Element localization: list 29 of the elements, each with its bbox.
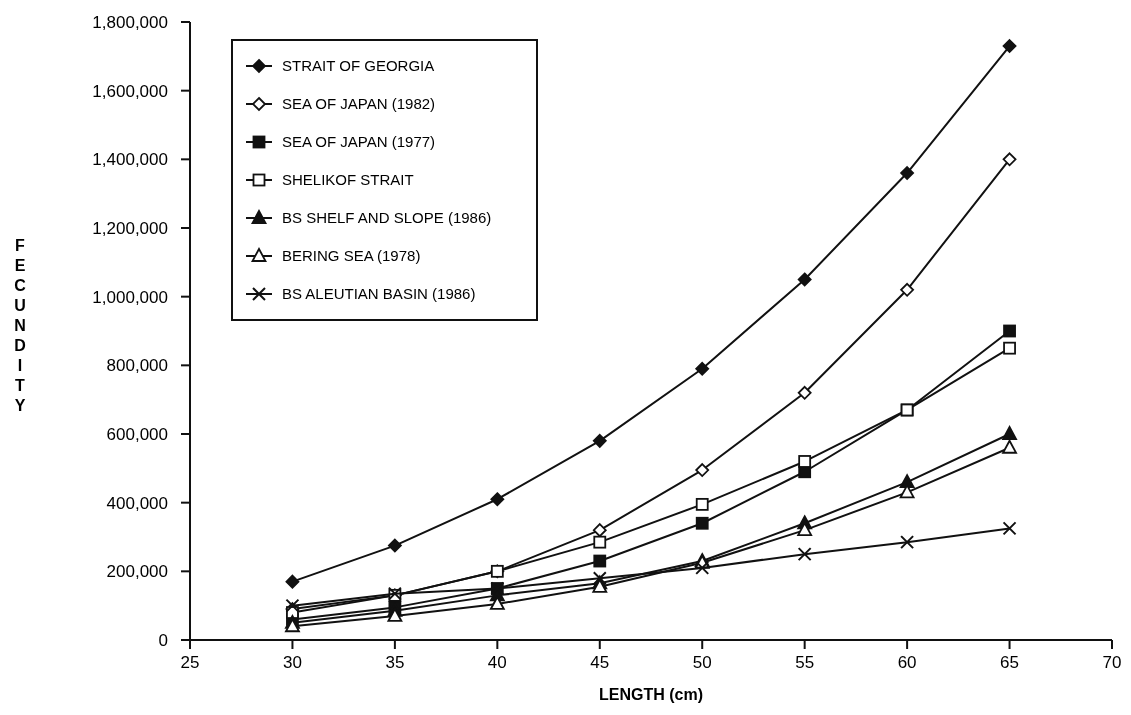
y-tick-label: 1,200,000 (92, 218, 168, 238)
x-tick-label: 60 (897, 653, 917, 672)
x-tick-label: 70 (1102, 653, 1122, 672)
legend-label: SEA OF JAPAN (1982) (282, 95, 436, 113)
y-tick-label: 1,400,000 (92, 150, 168, 170)
y-tick-label: 600,000 (106, 424, 168, 444)
x-tick-label: 30 (282, 653, 302, 672)
x-tick-label: 50 (692, 653, 712, 672)
y-tick-label: 1,600,000 (92, 81, 168, 101)
x-tick-label: 40 (487, 653, 507, 672)
x-tick-label: 65 (1000, 653, 1020, 672)
x-tick-label: 55 (795, 653, 815, 672)
y-tick-label: 1,000,000 (92, 287, 168, 307)
y-tick-label: 200,000 (106, 562, 168, 582)
legend-label: BS SHELF AND SLOPE (1986) (282, 209, 492, 227)
legend-label: SEA OF JAPAN (1977) (282, 133, 436, 151)
y-tick-label: 400,000 (106, 493, 168, 513)
legend-label: BERING SEA (1978) (282, 247, 421, 265)
legend-label: STRAIT OF GEORGIA (282, 57, 435, 75)
x-tick-label: 35 (385, 653, 405, 672)
legend-label: BS ALEUTIAN BASIN (1986) (282, 285, 476, 303)
y-tick-label: 0 (158, 630, 168, 650)
y-tick-label: 1,800,000 (92, 12, 168, 32)
x-tick-label: 45 (590, 653, 610, 672)
text: FECUNDITY (14, 237, 26, 414)
y-tick-label: 800,000 (106, 356, 168, 376)
x-axis-title: LENGTH (cm) (599, 686, 703, 703)
legend-label: SHELIKOF STRAIT (282, 171, 414, 189)
x-tick-label: 25 (180, 653, 200, 672)
